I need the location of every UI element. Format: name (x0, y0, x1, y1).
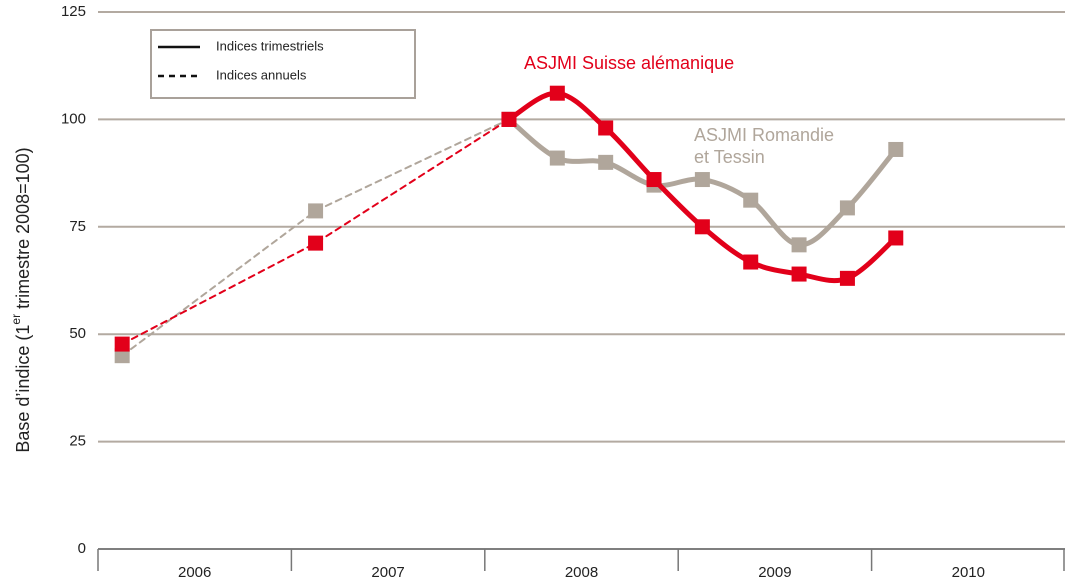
marker (743, 192, 759, 208)
marker (646, 172, 662, 188)
marker (888, 141, 904, 157)
x-tick-label: 2006 (178, 564, 211, 581)
marker (598, 120, 614, 136)
marker (549, 150, 565, 166)
marker (598, 154, 614, 170)
marker (791, 266, 807, 282)
y-axis-label-part: Base d’indice (1 (13, 325, 33, 453)
marker (839, 200, 855, 216)
x-tick-label: 2009 (758, 564, 791, 581)
marker (839, 270, 855, 286)
marker (501, 111, 517, 127)
legend-label: Indices annuels (216, 67, 307, 82)
marker (888, 230, 904, 246)
grid: 0 25 50 75 100 125 2006 2007 2008 2009 2010 (61, 3, 1065, 581)
y-tick-label: 125 (61, 3, 86, 20)
marker (694, 219, 710, 235)
legend-box (150, 29, 416, 99)
legend-label: Indices trimestriels (216, 38, 324, 53)
annual-line (121, 118, 510, 346)
marker (549, 85, 565, 101)
marker (114, 348, 130, 364)
y-tick-label: 0 (78, 540, 86, 557)
y-axis-label: Base d’indice (1er trimestre 2008=100) (9, 147, 33, 452)
x-tick-label: 2007 (371, 564, 404, 581)
series-label: ASJMI Romandie (694, 125, 834, 145)
x-tick-label: 2010 (952, 564, 985, 581)
series-label: et Tessin (694, 147, 765, 167)
marker (308, 203, 324, 219)
y-tick-label: 100 (61, 110, 86, 127)
marker (743, 254, 759, 270)
y-tick-label: 75 (69, 218, 86, 235)
y-tick-label: 50 (69, 325, 86, 342)
y-axis-label-part: trimestre 2008=100) (13, 147, 33, 314)
marker (308, 235, 324, 251)
series-label: ASJMI Suisse alémanique (524, 53, 734, 73)
y-axis-label-sup: er (9, 314, 23, 325)
y-tick-label: 25 (69, 433, 86, 450)
marker (114, 336, 130, 352)
marker (791, 237, 807, 253)
x-tick-label: 2008 (565, 564, 598, 581)
marker (694, 172, 710, 188)
